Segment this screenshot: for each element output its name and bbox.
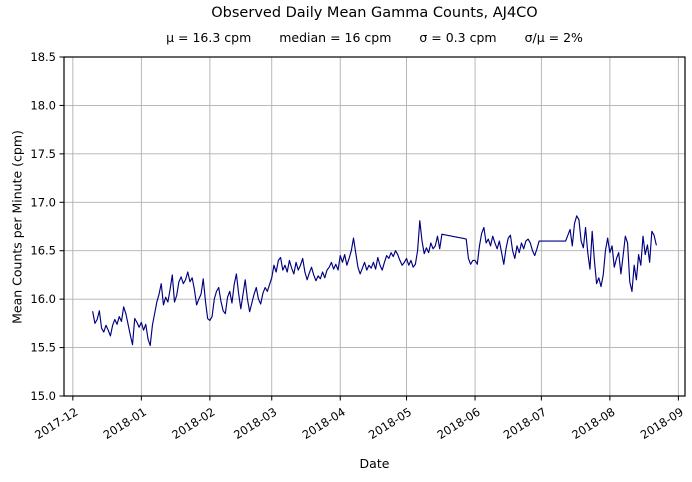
x-tick-label: 2018-04 bbox=[300, 405, 348, 442]
grid-lines bbox=[64, 56, 685, 397]
x-tick-label: 2018-08 bbox=[569, 405, 617, 442]
y-axis-label: Mean Counts per Minute (cpm) bbox=[9, 130, 25, 324]
gamma-counts-line bbox=[92, 215, 657, 347]
x-tick-label: 2018-09 bbox=[638, 405, 686, 442]
y-tick-label: 17.5 bbox=[30, 147, 56, 161]
stat-sigma: σ = 0.3 cpm bbox=[419, 30, 497, 45]
stat-median: median = 16 cpm bbox=[279, 30, 392, 45]
x-axis-label: Date bbox=[359, 456, 390, 471]
plot-border bbox=[63, 56, 686, 397]
y-tick-label: 16.0 bbox=[30, 292, 56, 306]
y-tick-label: 16.5 bbox=[30, 244, 56, 258]
chart-stats-line: μ = 16.3 cpm median = 16 cpm σ = 0.3 cpm… bbox=[64, 30, 685, 46]
stat-sigma-over-mu: σ/μ = 2% bbox=[524, 30, 583, 45]
x-tick-label: 2018-01 bbox=[101, 405, 149, 442]
tick-marks bbox=[59, 56, 679, 401]
x-tick-label: 2018-07 bbox=[501, 405, 549, 442]
stat-mean: μ = 16.3 cpm bbox=[166, 30, 252, 45]
y-tick-label: 15.0 bbox=[30, 389, 56, 403]
chart-title: Observed Daily Mean Gamma Counts, AJ4CO bbox=[211, 5, 538, 21]
x-tick-label: 2018-03 bbox=[231, 405, 279, 442]
y-tick-label: 18.5 bbox=[30, 50, 56, 64]
x-tick-label: 2018-05 bbox=[366, 405, 414, 442]
y-tick-label: 15.5 bbox=[30, 341, 56, 355]
x-tick-label: 2017-12 bbox=[32, 405, 80, 442]
x-tick-label: 2018-02 bbox=[169, 405, 217, 442]
y-tick-label: 17.0 bbox=[30, 195, 56, 209]
y-tick-label: 18.0 bbox=[30, 98, 56, 112]
x-tick-label: 2018-06 bbox=[435, 405, 483, 442]
